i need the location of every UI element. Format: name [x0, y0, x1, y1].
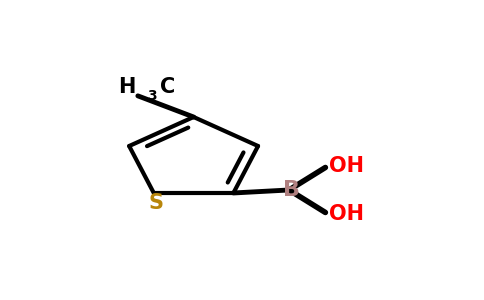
Text: 3: 3 [148, 89, 157, 103]
Text: H: H [118, 77, 136, 97]
Text: OH: OH [329, 204, 364, 224]
Text: OH: OH [329, 156, 364, 176]
Text: C: C [160, 77, 175, 97]
Text: B: B [283, 180, 300, 200]
Text: S: S [149, 194, 164, 214]
